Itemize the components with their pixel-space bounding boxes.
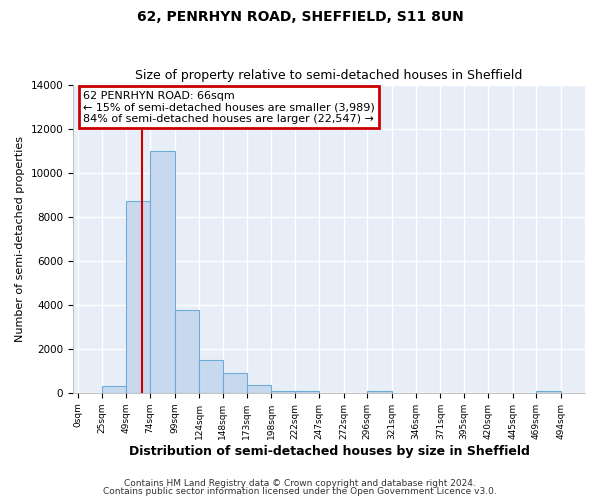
X-axis label: Distribution of semi-detached houses by size in Sheffield: Distribution of semi-detached houses by … — [128, 444, 529, 458]
Text: 62 PENRHYN ROAD: 66sqm
← 15% of semi-detached houses are smaller (3,989)
84% of : 62 PENRHYN ROAD: 66sqm ← 15% of semi-det… — [83, 90, 375, 124]
Bar — [199, 360, 223, 393]
Bar — [126, 202, 150, 393]
Bar — [367, 391, 392, 393]
Bar — [271, 390, 295, 393]
Bar — [150, 150, 175, 393]
Title: Size of property relative to semi-detached houses in Sheffield: Size of property relative to semi-detach… — [136, 69, 523, 82]
Bar — [103, 386, 126, 393]
Bar — [175, 310, 199, 393]
Text: Contains public sector information licensed under the Open Government Licence v3: Contains public sector information licen… — [103, 487, 497, 496]
Bar — [223, 373, 247, 393]
Bar — [247, 384, 271, 393]
Text: Contains HM Land Registry data © Crown copyright and database right 2024.: Contains HM Land Registry data © Crown c… — [124, 478, 476, 488]
Bar — [536, 390, 560, 393]
Bar — [295, 391, 319, 393]
Y-axis label: Number of semi-detached properties: Number of semi-detached properties — [15, 136, 25, 342]
Text: 62, PENRHYN ROAD, SHEFFIELD, S11 8UN: 62, PENRHYN ROAD, SHEFFIELD, S11 8UN — [137, 10, 463, 24]
